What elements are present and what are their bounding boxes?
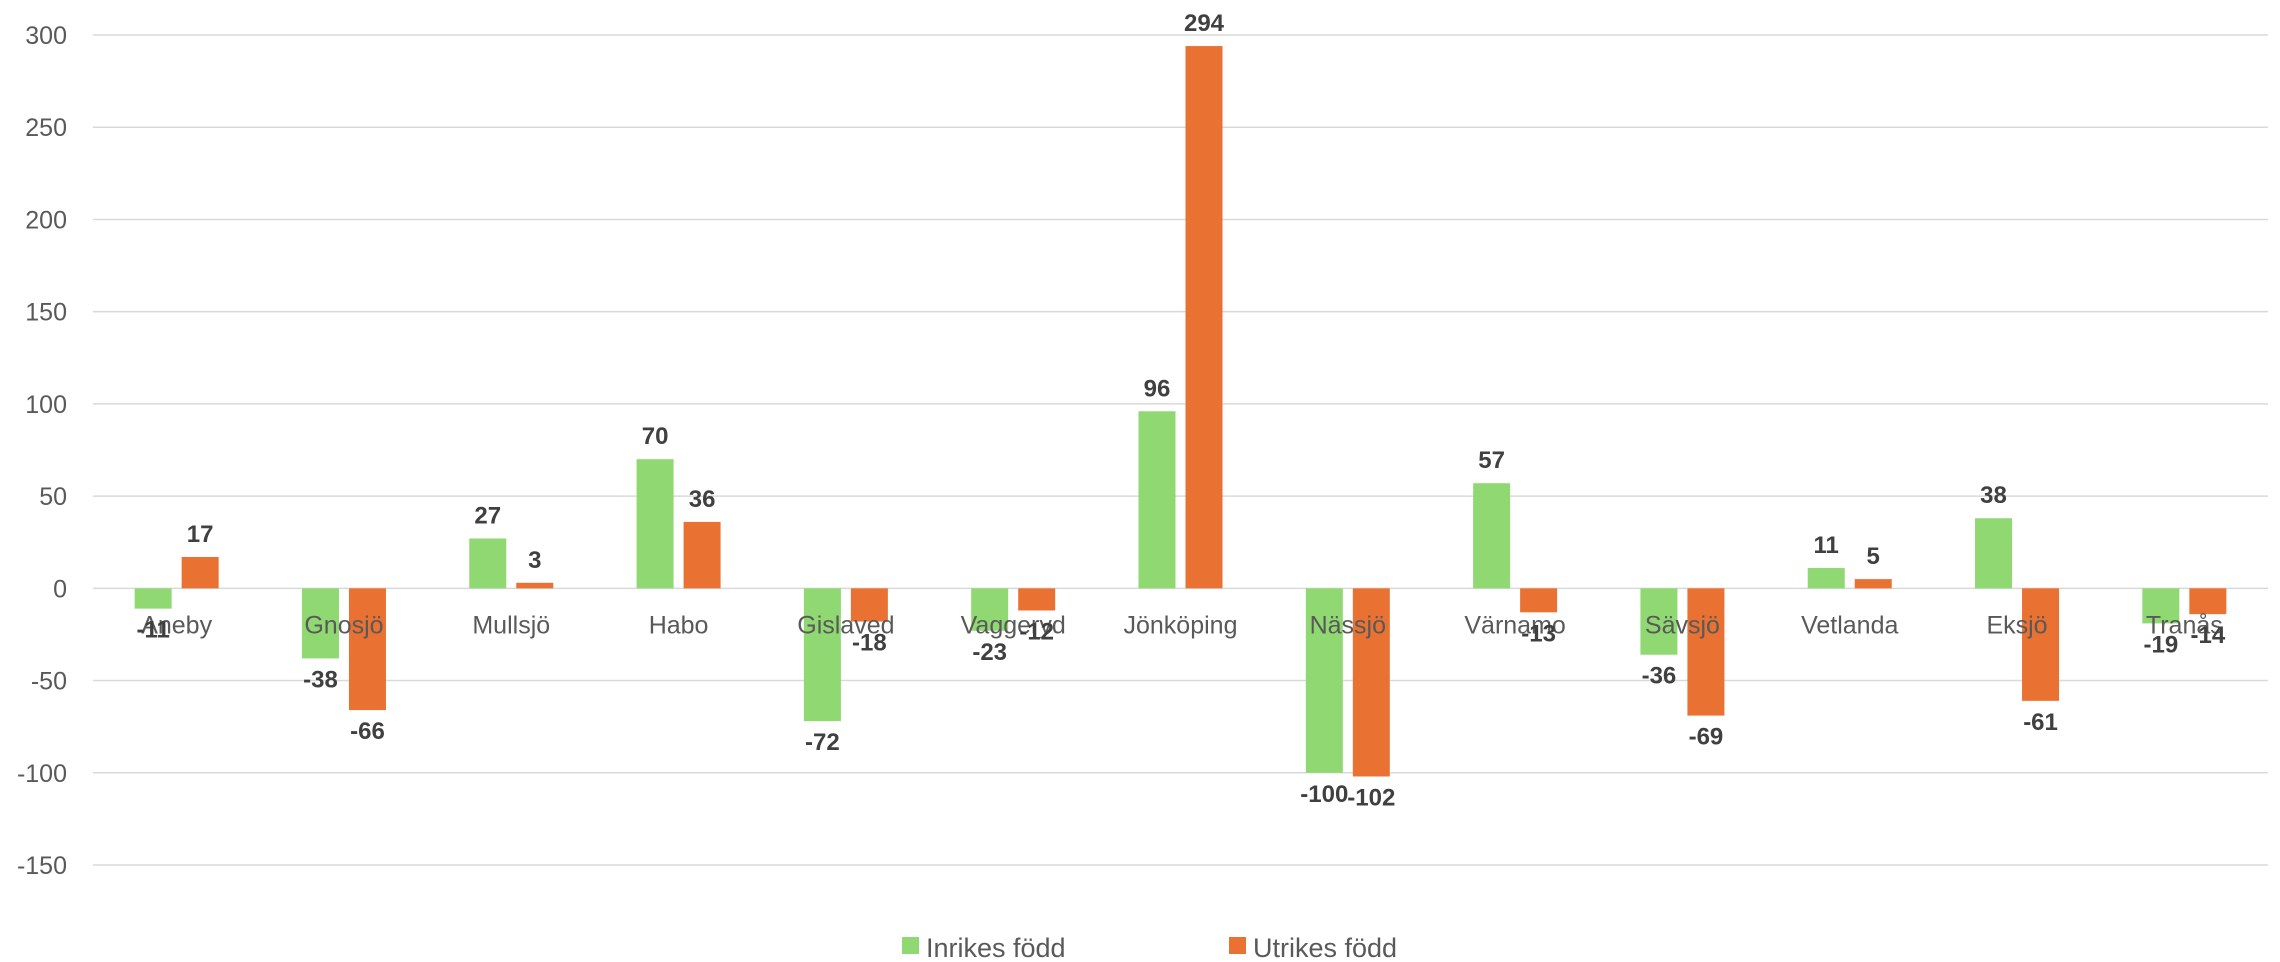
bar-utrikes-1 <box>348 588 386 711</box>
bar-inrikes-2 <box>469 538 507 589</box>
y-tick-label: 0 <box>53 575 67 603</box>
category-label: Vetlanda <box>1801 611 1898 639</box>
data-label: -13 <box>1521 620 1556 647</box>
bar-inrikes-0 <box>134 588 172 609</box>
data-label: -61 <box>2023 709 2058 736</box>
data-label: 3 <box>528 547 541 574</box>
bar-utrikes-4 <box>850 588 888 622</box>
gridlines <box>93 34 2268 866</box>
bar-inrikes-7 <box>1305 588 1343 773</box>
category-label: Sävsjö <box>1645 611 1720 639</box>
data-label: -14 <box>2191 622 2226 649</box>
data-label: -100 <box>1300 781 1348 808</box>
data-label: -23 <box>972 639 1007 666</box>
bar-inrikes-11 <box>1975 518 2013 589</box>
data-label: -19 <box>2144 631 2179 658</box>
data-label: -72 <box>805 729 840 756</box>
bar-inrikes-12 <box>2142 588 2180 624</box>
data-label: -36 <box>1642 663 1677 690</box>
data-label: -18 <box>852 630 887 657</box>
bar-utrikes-3 <box>683 521 721 589</box>
y-tick-label: -100 <box>17 760 67 788</box>
bar-inrikes-1 <box>301 588 339 659</box>
bar-utrikes-8 <box>1520 588 1558 613</box>
data-label: 38 <box>1980 482 2007 509</box>
legend-label: Inrikes född <box>926 933 1066 962</box>
category-label: Värnamo <box>1464 611 1565 639</box>
category-label: Mullsjö <box>472 611 550 639</box>
bar-utrikes-0 <box>181 556 219 589</box>
data-label: 36 <box>689 486 716 513</box>
data-label: -38 <box>303 666 338 693</box>
category-label: Tranås <box>2146 611 2223 639</box>
category-label: Habo <box>649 611 709 639</box>
bars <box>134 46 2227 777</box>
category-label: Gislaved <box>797 611 894 639</box>
y-tick-label: 300 <box>25 22 67 50</box>
legend-swatch <box>1229 937 1246 954</box>
bar-utrikes-2 <box>516 582 554 589</box>
data-label: 27 <box>474 503 501 530</box>
data-label: -11 <box>136 617 169 644</box>
data-label: 96 <box>1144 375 1171 402</box>
y-axis: 300 250 200 150 100 50 0 -50 -100 -150 <box>17 22 67 880</box>
y-tick-label: 150 <box>25 299 67 327</box>
legend: Inrikes född Utrikes född <box>902 933 1397 962</box>
data-label: -12 <box>1019 618 1054 645</box>
data-label: 294 <box>1184 10 1225 37</box>
y-tick-label: 250 <box>25 114 67 142</box>
y-tick-label: -150 <box>17 852 67 880</box>
bar-utrikes-6 <box>1185 46 1223 589</box>
data-label: -66 <box>350 718 385 745</box>
bar-utrikes-12 <box>2189 588 2227 615</box>
data-label: -102 <box>1347 784 1395 811</box>
data-label: 70 <box>642 423 669 450</box>
bar-inrikes-3 <box>636 459 674 589</box>
bar-utrikes-11 <box>2022 588 2060 701</box>
category-label: Gnosjö <box>304 611 383 639</box>
bar-utrikes-5 <box>1018 588 1056 611</box>
category-label: Vaggeryd <box>961 611 1066 639</box>
bar-inrikes-9 <box>1640 588 1678 655</box>
bar-inrikes-5 <box>971 588 1009 631</box>
legend-swatch <box>902 937 919 954</box>
bar-inrikes-10 <box>1807 568 1845 589</box>
x-axis-labels: Aneby Gnosjö Mullsjö Habo Gislaved Vaggeryd Jö… <box>141 611 2223 639</box>
bar-utrikes-7 <box>1352 588 1390 777</box>
data-label: -69 <box>1689 724 1724 751</box>
category-label: Eksjö <box>1986 611 2047 639</box>
bar-inrikes-6 <box>1138 411 1176 589</box>
data-label: 17 <box>187 521 214 548</box>
bar-inrikes-8 <box>1473 483 1511 589</box>
bar-utrikes-10 <box>1854 579 1892 589</box>
bar-inrikes-4 <box>803 588 841 722</box>
data-label: 57 <box>1478 447 1505 474</box>
y-tick-label: 200 <box>25 206 67 234</box>
bar-utrikes-9 <box>1687 588 1725 716</box>
category-label: Jönköping <box>1124 611 1238 639</box>
category-label: Nässjö <box>1310 611 1386 639</box>
legend-label: Utrikes född <box>1253 933 1397 962</box>
category-label: Aneby <box>141 611 212 639</box>
data-label: 5 <box>1867 543 1880 570</box>
data-label: 11 <box>1814 532 1839 559</box>
y-tick-label: -50 <box>31 668 67 696</box>
y-tick-label: 100 <box>25 391 67 419</box>
y-tick-label: 50 <box>39 483 67 511</box>
